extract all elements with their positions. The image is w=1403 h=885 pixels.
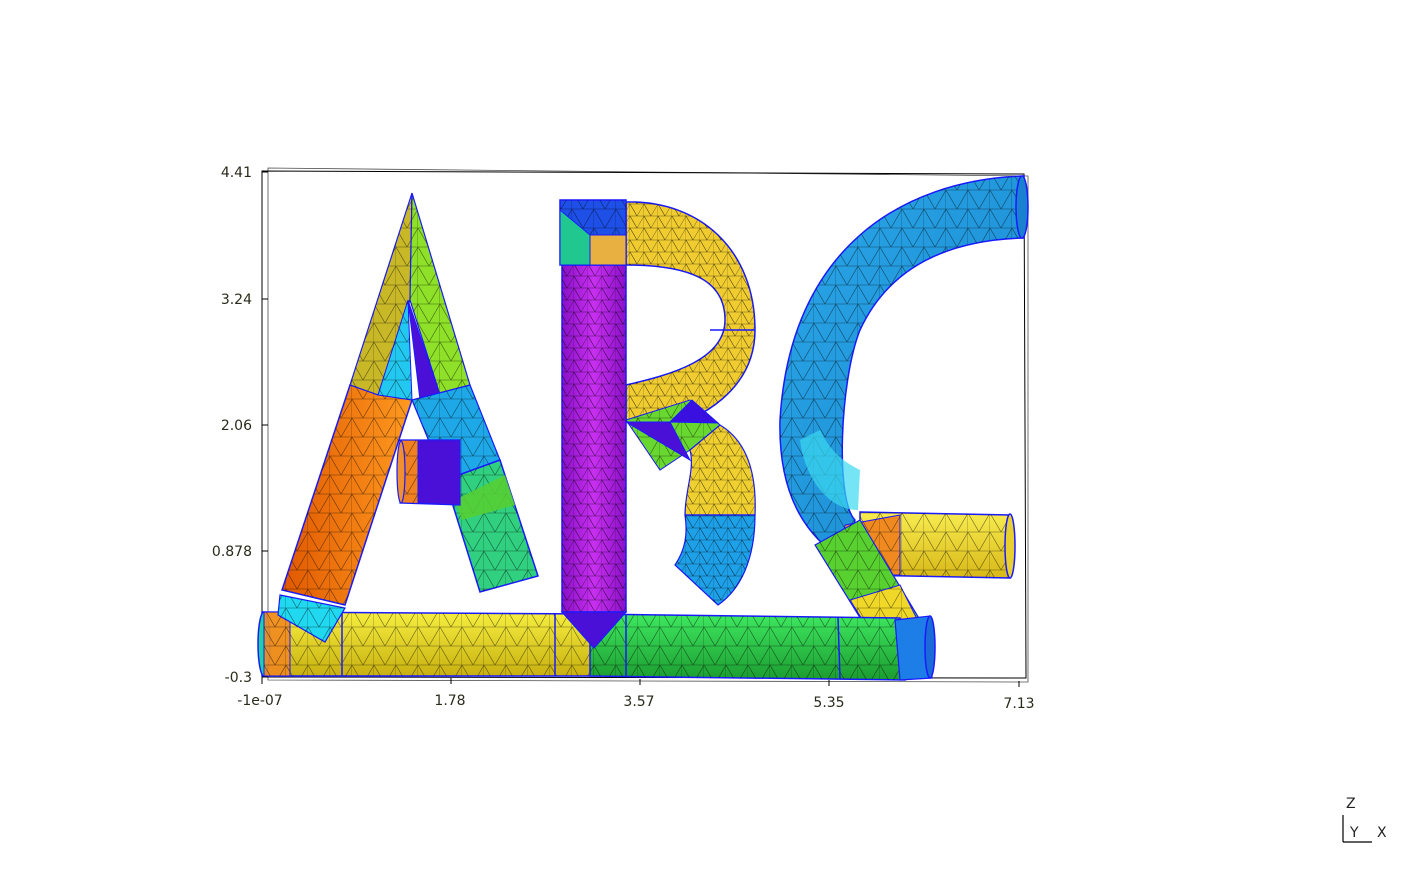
- z-axis-label: Z: [1346, 796, 1356, 812]
- x-axis-label: X: [1377, 825, 1387, 841]
- x-axis: -1e-07 1.78 3.57 5.35 7.13: [237, 677, 1035, 712]
- letter-c-mesh[interactable]: [779, 175, 1029, 651]
- x-tick-label: 5.35: [813, 695, 844, 711]
- x-tick-label: 1.78: [434, 693, 465, 709]
- base-bar-mesh[interactable]: [257, 611, 936, 681]
- y-axis-label: Y: [1349, 825, 1359, 841]
- x-tick-label: -1e-07: [237, 693, 282, 709]
- z-axis: 4.41 3.24 2.06 0.878 -0.3: [212, 165, 268, 686]
- letter-b-mesh[interactable]: [559, 199, 756, 649]
- z-tick-label: 4.41: [221, 165, 252, 181]
- z-tick-label: 0.878: [212, 544, 252, 560]
- letter-a-mesh[interactable]: [277, 192, 539, 643]
- z-tick-label: -0.3: [225, 670, 252, 686]
- bounding-box: [261, 167, 1029, 683]
- orientation-triad: Z Y X: [1342, 796, 1387, 843]
- z-tick-label: 2.06: [221, 418, 252, 434]
- z-tick-label: 3.24: [221, 292, 252, 308]
- x-tick-label: 7.13: [1003, 696, 1034, 712]
- x-tick-label: 3.57: [623, 694, 654, 710]
